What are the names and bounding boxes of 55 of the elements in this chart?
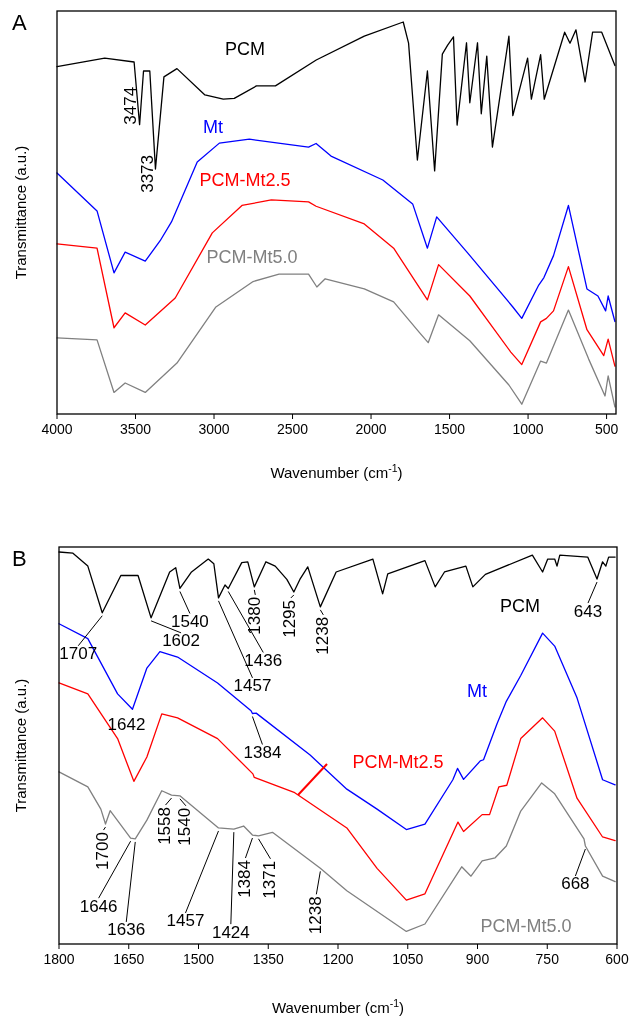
- annotation: 1295: [280, 599, 300, 638]
- series-label: PCM: [225, 38, 265, 59]
- annotation: 668: [561, 874, 590, 894]
- annotation: 1558: [155, 807, 175, 845]
- annotation: 1540: [170, 611, 209, 631]
- x-tick-label: 1350: [252, 951, 285, 967]
- chart-title: A: [12, 10, 27, 35]
- annotation: 1602: [162, 631, 200, 651]
- annotation: 1642: [107, 714, 146, 734]
- x-tick-label: 1050: [392, 951, 424, 967]
- x-tick-label: 1000: [512, 421, 544, 437]
- y-axis-title: Transmittance (a.u.): [11, 145, 29, 280]
- y-axis-title: Transmittance (a.u.): [11, 678, 29, 813]
- x-tick-label: 2000: [355, 421, 387, 437]
- annotation: 1436: [244, 650, 283, 670]
- x-tick-label: 1200: [322, 951, 354, 967]
- annotation: 1380: [244, 596, 264, 635]
- annotation: 1371: [259, 860, 279, 899]
- x-tick-label: 3000: [198, 421, 230, 437]
- annotation: 1424: [211, 922, 250, 942]
- series-label: Mt: [467, 680, 487, 701]
- x-tick-label: 1650: [113, 951, 145, 967]
- x-tick-label: 1500: [182, 951, 215, 967]
- annotation: 1636: [107, 920, 146, 940]
- annotation: 1707: [59, 644, 98, 664]
- annotation: 1384: [234, 860, 254, 898]
- x-tick-label: 2500: [276, 421, 309, 437]
- x-tick-label: 3500: [119, 421, 152, 437]
- annotation: 3373: [137, 155, 157, 193]
- series-label: Mt: [203, 116, 223, 137]
- x-tick-label: 1500: [433, 421, 466, 437]
- annotation: 1700: [92, 832, 112, 870]
- series-label: PCM-Mt2.5: [199, 169, 291, 190]
- annotation: 1540: [175, 807, 195, 846]
- series-label: PCM-Mt5.0: [206, 246, 298, 267]
- annotation: 1457: [166, 911, 205, 931]
- text: PCM-Mt5.0: [480, 915, 572, 936]
- annotation: 643: [573, 601, 603, 621]
- annotation: 3474: [121, 86, 141, 125]
- x-tick-label: 4000: [41, 421, 73, 437]
- x-tick-label: 500: [594, 421, 619, 437]
- annotation: 1646: [79, 896, 118, 916]
- x-tick-label: 1800: [43, 951, 75, 967]
- annotation: 1238: [312, 616, 332, 655]
- text: PCM-Mt2.5: [352, 751, 444, 772]
- chart-title: B: [12, 546, 27, 571]
- series-label: PCM: [500, 595, 540, 616]
- x-tick-label: 750: [535, 951, 560, 967]
- x-axis-title: Wavenumber (cm$^{-1}$): [271, 997, 405, 1016]
- annotation: 1457: [233, 676, 272, 696]
- annotation: 1238: [305, 896, 325, 935]
- x-tick-label: 600: [605, 951, 629, 967]
- x-tick-label: 900: [465, 951, 490, 967]
- x-axis-title: Wavenumber (cm$^{-1}$): [270, 462, 403, 481]
- annotation: 1384: [243, 742, 282, 762]
